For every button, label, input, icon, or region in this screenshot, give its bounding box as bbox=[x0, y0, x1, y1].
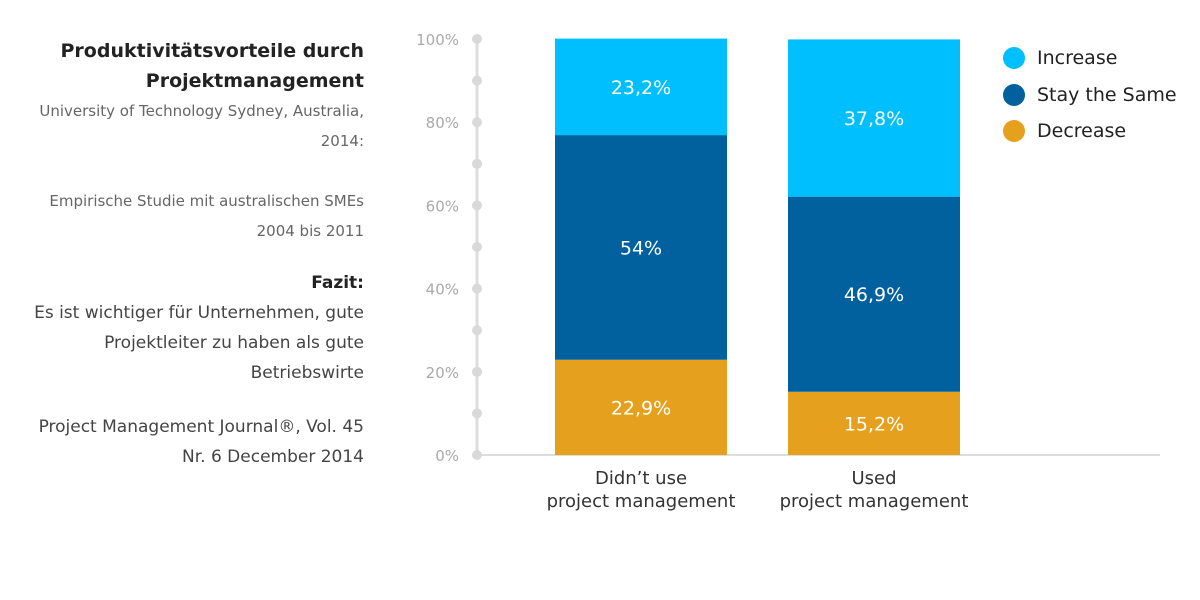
description-panel: Produktivitätsvorteile durch Projektmana… bbox=[24, 36, 364, 472]
x-category-label: project management bbox=[547, 491, 736, 512]
legend-swatch-icon bbox=[1003, 47, 1025, 70]
y-axis-tick-dot bbox=[472, 283, 482, 294]
legend-label: Stay the Same bbox=[1037, 83, 1177, 106]
y-tick-label: 40% bbox=[426, 281, 459, 299]
x-category-label: project management bbox=[780, 491, 969, 512]
legend-item: Increase bbox=[1003, 40, 1177, 77]
source-journal: Project Management Journal®, Vol. 45 Nr.… bbox=[38, 417, 364, 467]
bar-segment-decrease bbox=[555, 359, 727, 455]
x-category-label: Didn’t use bbox=[595, 468, 687, 489]
data-label: 22,9% bbox=[611, 397, 671, 419]
source-university: University of Technology Sydney, Austral… bbox=[39, 102, 364, 150]
legend-label: Increase bbox=[1037, 47, 1118, 70]
legend-swatch-icon bbox=[1003, 120, 1025, 143]
y-axis-tick-dot bbox=[472, 242, 482, 252]
y-axis-tick-dot bbox=[472, 200, 482, 211]
y-axis-tick-dot bbox=[472, 408, 482, 419]
legend-item: Stay the Same bbox=[1003, 77, 1177, 114]
y-tick-label: 20% bbox=[426, 364, 459, 382]
data-label: 23,2% bbox=[611, 77, 671, 99]
y-axis-tick-dot bbox=[472, 158, 482, 169]
legend-label: Decrease bbox=[1037, 120, 1127, 143]
y-tick-label: 0% bbox=[435, 447, 459, 465]
bar-segment-stay-the-same bbox=[788, 196, 960, 392]
data-label: 46,9% bbox=[844, 284, 904, 306]
y-tick-label: 80% bbox=[426, 114, 459, 132]
bar-segment-increase bbox=[555, 38, 727, 136]
bar-segment-decrease bbox=[788, 391, 960, 455]
y-tick-label: 60% bbox=[426, 197, 459, 215]
legend-item: Decrease bbox=[1003, 113, 1177, 150]
bar-segment-increase bbox=[788, 39, 960, 197]
fazit-label: Fazit: bbox=[311, 273, 364, 293]
y-axis-tick-dot bbox=[472, 325, 482, 336]
data-label: 15,2% bbox=[844, 413, 904, 435]
legend-swatch-icon bbox=[1003, 83, 1025, 106]
y-axis-tick-dot bbox=[472, 366, 482, 377]
y-tick-label: 100% bbox=[416, 31, 459, 49]
chart-title: Produktivitätsvorteile durch Projektmana… bbox=[60, 40, 365, 92]
fazit-text: Es ist wichtiger für Unternehmen, gute P… bbox=[34, 303, 364, 383]
y-axis-tick-dot bbox=[472, 75, 482, 86]
study-description: Empirische Studie mit australischen SMEs… bbox=[49, 192, 364, 240]
data-label: 54% bbox=[620, 237, 662, 259]
y-axis-tick-dot bbox=[472, 450, 482, 460]
x-category-label: Used bbox=[851, 468, 896, 489]
y-axis-tick-dot bbox=[472, 34, 482, 44]
bar-segment-stay-the-same bbox=[555, 135, 727, 360]
legend: Increase Stay the Same Decrease bbox=[1003, 40, 1177, 150]
y-axis-tick-dot bbox=[472, 117, 482, 128]
data-label: 37,8% bbox=[844, 108, 904, 130]
